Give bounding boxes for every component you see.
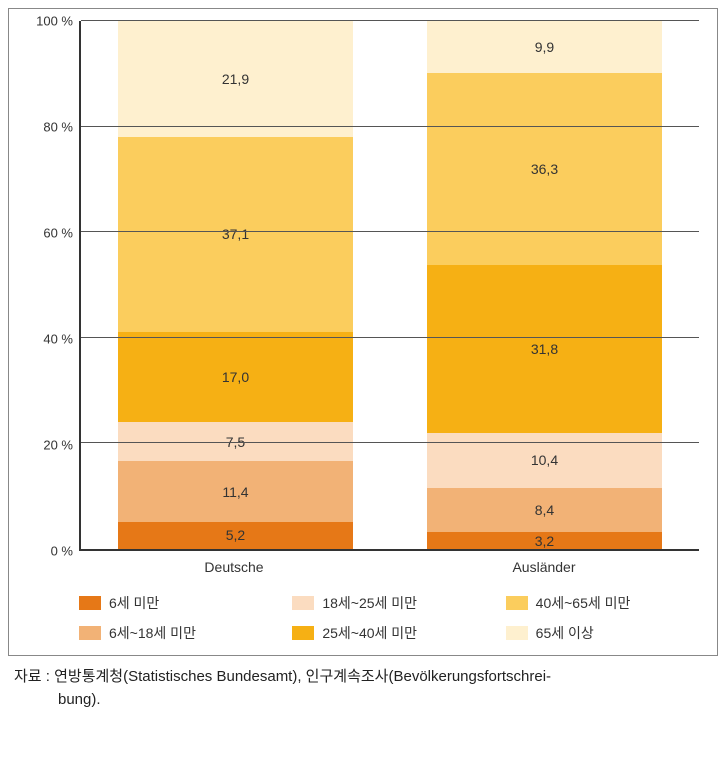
bar-deutsche: 5,211,47,517,037,121,9 (118, 21, 353, 549)
segment-under6: 3,2 (427, 532, 662, 549)
source-line2: bung). (14, 691, 101, 708)
x-axis-label: Deutsche (116, 559, 352, 575)
legend-item-40to65: 40세~65세 미만 (506, 593, 699, 613)
legend-item-6to18: 6세~18세 미만 (79, 623, 272, 643)
segment-value-label: 8,4 (535, 502, 554, 518)
x-axis: Deutsche Ausländer (79, 551, 699, 575)
legend-swatch (506, 626, 528, 640)
segment-25to40: 17,0 (118, 332, 353, 422)
gridline (81, 126, 699, 127)
y-tick-label: 60 % (43, 226, 73, 241)
legend-label: 25세~40세 미만 (322, 623, 417, 643)
segment-65plus: 9,9 (427, 21, 662, 73)
y-tick-label: 20 % (43, 438, 73, 453)
legend-item-25to40: 25세~40세 미만 (292, 623, 485, 643)
legend-swatch (506, 596, 528, 610)
segment-25to40: 31,8 (427, 265, 662, 433)
y-tick-label: 100 % (36, 14, 73, 29)
chart-frame: 0 %20 %40 %60 %80 %100 % 5,211,47,517,03… (8, 8, 718, 656)
y-tick-label: 80 % (43, 120, 73, 135)
legend-item-18to25: 18세~25세 미만 (292, 593, 485, 613)
x-axis-label: Ausländer (426, 559, 662, 575)
y-axis: 0 %20 %40 %60 %80 %100 % (27, 21, 79, 551)
segment-value-label: 5,2 (226, 527, 245, 543)
bar-ausländer: 3,2 8,4 10,4 31,8 36,3 9,9 (427, 21, 662, 549)
legend-swatch (292, 626, 314, 640)
segment-value-label: 37,1 (222, 226, 249, 242)
segment-18to25: 10,4 (427, 433, 662, 488)
legend-label: 65세 이상 (536, 623, 594, 643)
legend-item-65plus: 65세 이상 (506, 623, 699, 643)
segment-value-label: 9,9 (535, 39, 554, 55)
segment-value-label: 17,0 (222, 369, 249, 385)
gridline (81, 442, 699, 443)
legend-item-under6: 6세 미만 (79, 593, 272, 613)
plot-area: 5,211,47,517,037,121,93,28,410,431,836,3… (79, 21, 699, 551)
gridline (81, 337, 699, 338)
source-line1: 연방통계청(Statistisches Bundesamt), 인구계속조사(B… (54, 668, 551, 685)
source-note: 자료 : 연방통계청(Statistisches Bundesamt), 인구계… (8, 666, 718, 711)
legend: 6세 미만 18세~25세 미만 40세~65세 미만 6세~18세 미만 25세~40… (79, 593, 699, 643)
segment-40to65: 36,3 (427, 73, 662, 265)
legend-swatch (79, 626, 101, 640)
segment-value-label: 31,8 (531, 341, 558, 357)
bars-container: 5,211,47,517,037,121,93,28,410,431,836,3… (81, 21, 699, 549)
segment-under6: 5,2 (118, 522, 353, 549)
legend-label: 18세~25세 미만 (322, 593, 417, 613)
y-tick-label: 40 % (43, 332, 73, 347)
segment-value-label: 11,4 (222, 484, 248, 500)
segment-value-label: 21,9 (222, 71, 249, 87)
segment-6to18: 8,4 (427, 488, 662, 532)
legend-swatch (292, 596, 314, 610)
plot-wrapper: 0 %20 %40 %60 %80 %100 % 5,211,47,517,03… (27, 21, 699, 551)
legend-label: 6세 미만 (109, 593, 159, 613)
segment-value-label: 3,2 (535, 533, 554, 549)
segment-value-label: 36,3 (531, 161, 558, 177)
source-prefix: 자료 : (14, 668, 50, 685)
segment-40to65: 37,1 (118, 137, 353, 333)
gridline (81, 20, 699, 21)
legend-label: 6세~18세 미만 (109, 623, 196, 643)
legend-label: 40세~65세 미만 (536, 593, 631, 613)
segment-6to18: 11,4 (118, 461, 353, 521)
legend-swatch (79, 596, 101, 610)
gridline (81, 231, 699, 232)
y-tick-label: 0 % (51, 544, 73, 559)
segment-65plus: 21,9 (118, 21, 353, 137)
segment-value-label: 10,4 (531, 452, 558, 468)
